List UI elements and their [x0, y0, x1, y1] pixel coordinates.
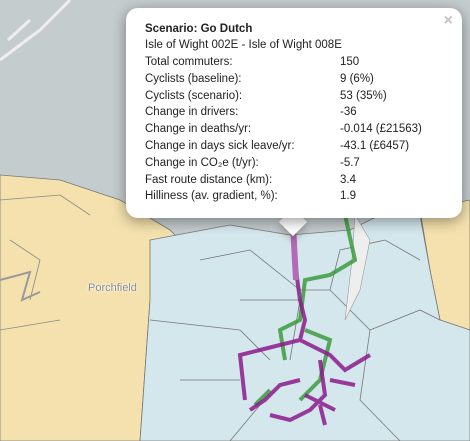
- route-balanced: [237, 224, 372, 426]
- row-label: Cyclists (baseline):: [145, 72, 242, 85]
- row-label: Fast route distance (km):: [145, 173, 273, 186]
- close-button[interactable]: ×: [443, 12, 453, 29]
- row-label: Change in days sick leave/yr:: [145, 139, 295, 152]
- popup-subtitle: Isle of Wight 002E - Isle of Wight 008E: [145, 39, 342, 51]
- popup-row: Change in deaths/yr: -0.014 (£21563): [145, 121, 446, 138]
- row-value: 53 (35%): [340, 89, 387, 102]
- place-label: Porchfield: [88, 282, 137, 294]
- popup-rows: Total commuters: 150 Cyclists (baseline): 9…: [145, 54, 446, 205]
- row-value: 3.4: [340, 173, 356, 186]
- popup-row: Total commuters: 150: [145, 54, 446, 71]
- row-value: -0.014 (£21563): [340, 123, 422, 136]
- row-label: Total commuters:: [145, 56, 233, 68]
- row-value: 1.9: [340, 190, 356, 203]
- popup-row: Hilliness (av. gradient, %): 1.9: [145, 188, 446, 205]
- row-label: Change in CO₂e (t/yr):: [145, 156, 259, 169]
- row-label: Hilliness (av. gradient, %):: [145, 190, 278, 203]
- popup-row: Cyclists (scenario): 53 (35%): [145, 88, 446, 105]
- row-label: Change in deaths/yr:: [145, 123, 252, 136]
- row-label: Cyclists (scenario):: [145, 89, 243, 102]
- popup-row: Change in CO₂e (t/yr): -5.7: [145, 155, 446, 172]
- row-value: -5.7: [340, 156, 360, 169]
- popup-row: Cyclists (baseline): 9 (6%): [145, 71, 446, 88]
- row-value: -43.1 (£6457): [340, 139, 410, 152]
- popup-row: Change in drivers: -36: [145, 104, 446, 121]
- row-label: Change in drivers:: [145, 106, 239, 119]
- row-value: -36: [340, 106, 357, 119]
- row-value: 9 (6%): [340, 72, 374, 85]
- route-fast: [253, 214, 358, 407]
- popup-row: Change in days sick leave/yr: -43.1 (£645…: [145, 138, 446, 155]
- popup-title: Scenario: Go Dutch: [145, 23, 253, 35]
- coast: [0, 0, 72, 62]
- boundary: [149, 239, 441, 441]
- boundary: [0, 194, 91, 331]
- row-value: 150: [340, 56, 360, 68]
- popup: × Scenario: Go Dutch Isle of Wight 002E …: [126, 8, 462, 218]
- coast: [0, 270, 41, 302]
- popup-row: Fast route distance (km): 3.4: [145, 172, 446, 189]
